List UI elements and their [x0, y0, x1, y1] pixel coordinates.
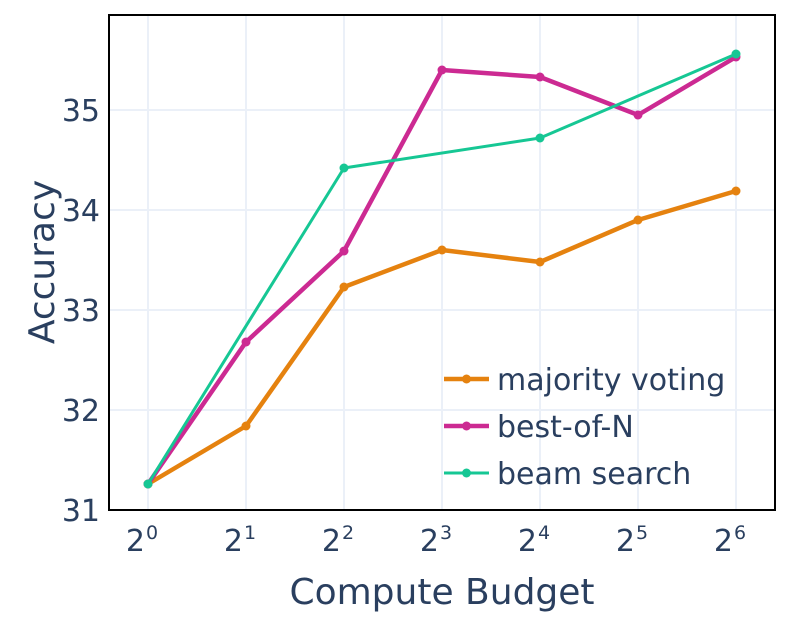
data-point-beam-search — [731, 49, 741, 59]
grid — [109, 15, 775, 511]
x-tick-label: 20 — [126, 522, 158, 559]
x-tick-base: 2 — [322, 524, 341, 559]
data-point-best-of-n — [241, 337, 251, 347]
legend-marker-best-of-n — [462, 421, 471, 431]
series-line-beam-search — [146, 52, 738, 486]
data-point-majority-voting — [339, 282, 349, 292]
x-tick-exponent: 1 — [244, 522, 256, 544]
legend: majority voting best-of-N beam search — [444, 363, 725, 492]
x-tick-exponent: 2 — [342, 522, 354, 544]
x-tick-base: 2 — [616, 524, 635, 559]
data-point-majority-voting — [241, 421, 251, 431]
x-tick-label: 23 — [420, 522, 452, 559]
x-tick-base: 2 — [224, 524, 243, 559]
legend-marker-beam-search — [462, 468, 471, 478]
data-point-majority-voting — [437, 245, 447, 255]
x-tick-label: 22 — [322, 522, 354, 559]
x-tick-base: 2 — [714, 524, 733, 559]
data-point-majority-voting — [633, 215, 643, 225]
x-tick-label: 25 — [616, 522, 648, 559]
x-tick-exponent: 3 — [440, 522, 452, 544]
y-tick-label: 31 — [62, 494, 100, 529]
x-axis-title: Compute Budget — [289, 572, 594, 613]
y-tick-label: 33 — [62, 294, 100, 329]
x-tick-exponent: 4 — [538, 522, 550, 544]
x-tick-label: 26 — [714, 522, 746, 559]
data-point-majority-voting — [731, 186, 741, 196]
x-tick-exponent: 6 — [734, 522, 746, 544]
x-tick-exponent: 0 — [146, 522, 158, 544]
y-tick-label: 35 — [62, 94, 100, 129]
legend-label-majority-voting: majority voting — [497, 363, 725, 398]
data-point-best-of-n — [339, 246, 349, 256]
legend-marker-majority-voting — [462, 374, 471, 384]
data-point-best-of-n — [437, 65, 447, 75]
y-tick-label: 32 — [62, 394, 100, 429]
x-axis-ticks: 20 21 22 23 24 25 26 — [126, 522, 746, 559]
x-tick-label: 21 — [224, 522, 256, 559]
data-point-beam-search — [339, 163, 349, 173]
x-tick-label: 24 — [518, 522, 550, 559]
data-point-majority-voting — [535, 257, 545, 267]
x-tick-base: 2 — [518, 524, 537, 559]
data-point-beam-search — [535, 133, 545, 143]
y-axis-ticks: 31 32 33 34 35 — [62, 94, 100, 529]
x-tick-base: 2 — [126, 524, 145, 559]
x-tick-base: 2 — [420, 524, 439, 559]
data-point-beam-search — [143, 479, 153, 489]
plot-frame — [108, 14, 776, 511]
y-tick-label: 34 — [62, 194, 100, 229]
data-point-best-of-n — [535, 72, 545, 82]
x-tick-exponent: 5 — [636, 522, 648, 544]
series-layer — [143, 49, 741, 489]
legend-label-beam-search: beam search — [497, 457, 691, 492]
data-point-best-of-n — [633, 110, 643, 120]
legend-label-best-of-n: best-of-N — [497, 410, 634, 445]
y-axis-title: Accuracy — [22, 180, 63, 344]
